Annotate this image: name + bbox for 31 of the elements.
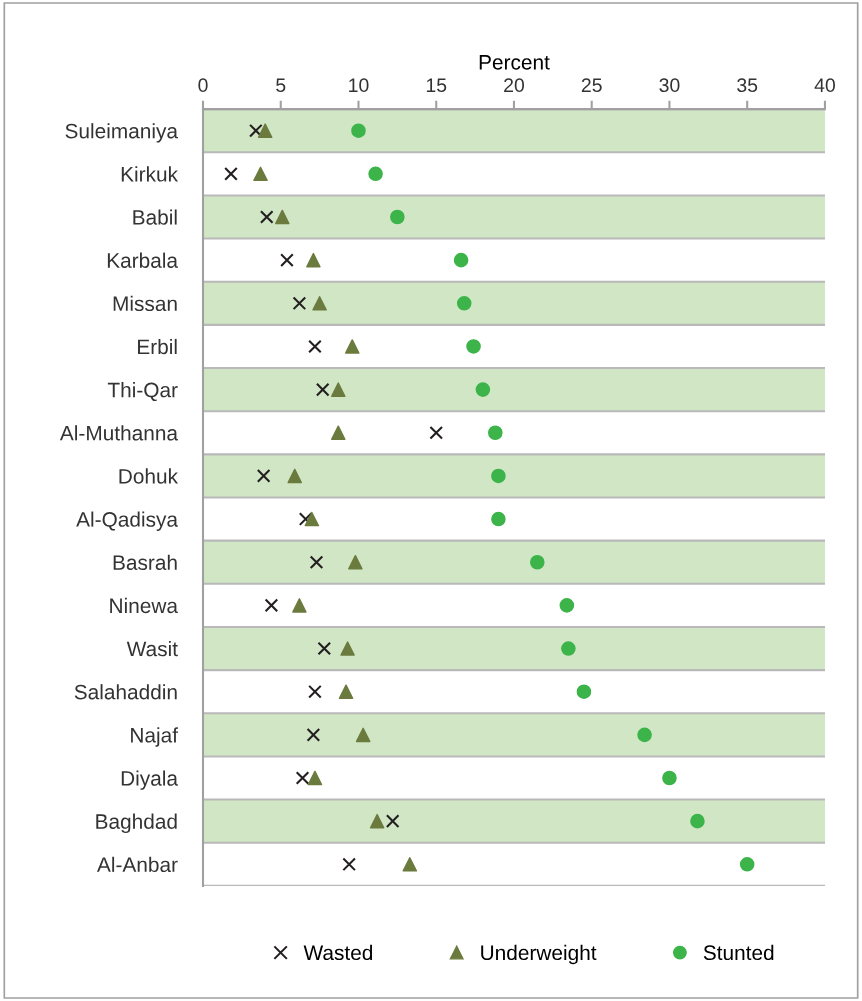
y-tick-label: Al-Muthanna [59, 425, 179, 441]
y-tick-label: Al-Anbar [96, 856, 178, 873]
legend-label: Stunted [703, 944, 774, 961]
y-tick-label: Dohuk [119, 468, 179, 484]
y-tick-label: Baghdad [96, 813, 177, 834]
y-tick-label: Najaf [131, 727, 179, 747]
y-tick-label: Babil [133, 209, 177, 225]
y-tick-label: Karbala [107, 252, 178, 268]
x-tick-label: 20 [504, 78, 525, 93]
y-tick-label: Wasit [126, 640, 178, 657]
legend-label: Underweight [481, 944, 597, 965]
y-tick-label: Kirkuk [121, 166, 179, 182]
y-tick-label: Erbil [138, 338, 177, 355]
y-tick-label: Al-Qadisya [76, 511, 178, 531]
x-tick-label: 15 [426, 78, 447, 93]
y-tick-label: Suleimaniya [65, 123, 178, 143]
y-tick-label: Ninewa [110, 597, 178, 614]
x-tick-label: 25 [581, 78, 602, 93]
y-tick-label: Basrah [113, 554, 177, 570]
y-tick-label: Thi-Qar [107, 382, 178, 402]
y-tick-label: Diyala [121, 770, 178, 790]
x-tick-label: 40 [814, 78, 835, 93]
x-axis-title: Percent [479, 55, 550, 70]
y-tick-label: Salahaddin [74, 684, 177, 700]
x-tick-label: 5 [276, 78, 286, 93]
x-tick-label: 30 [659, 78, 680, 93]
x-tick-label: 10 [349, 78, 369, 93]
x-tick-label: 35 [737, 78, 758, 93]
legend-label: Wasted [303, 944, 373, 961]
x-tick-label: 0 [198, 78, 208, 93]
y-tick-label: Missan [113, 295, 177, 312]
